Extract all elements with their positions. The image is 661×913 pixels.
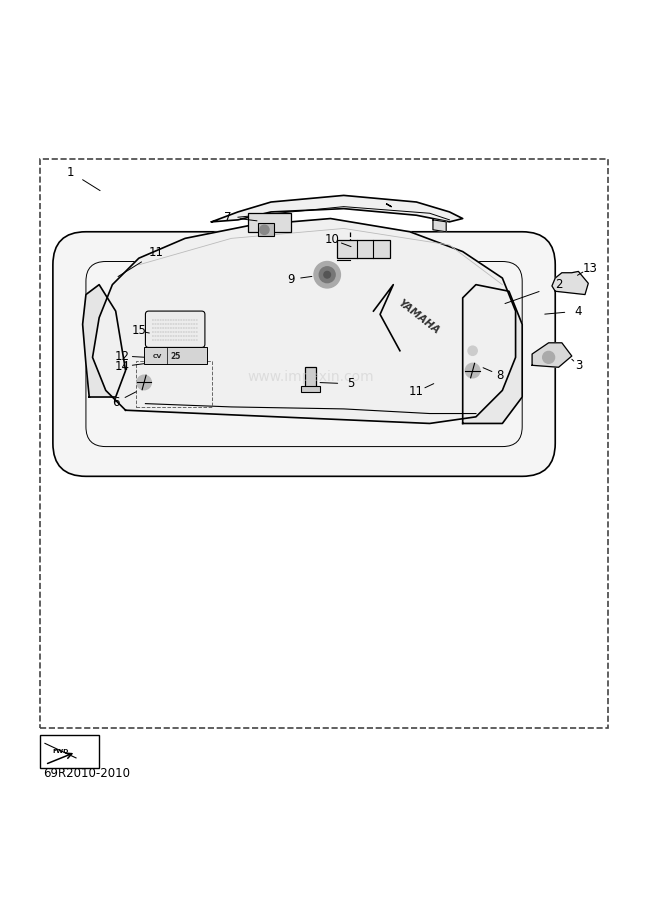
Text: 9: 9 <box>287 273 295 286</box>
Text: 2: 2 <box>555 278 563 291</box>
Text: 8: 8 <box>496 369 504 382</box>
Polygon shape <box>93 218 516 424</box>
Polygon shape <box>532 342 572 367</box>
Polygon shape <box>83 285 126 397</box>
Bar <box>305 367 316 391</box>
Bar <box>144 347 207 364</box>
Text: 6: 6 <box>112 396 120 409</box>
Polygon shape <box>212 195 463 222</box>
Circle shape <box>465 363 480 378</box>
Text: 1: 1 <box>67 166 75 179</box>
Polygon shape <box>552 271 588 295</box>
Bar <box>136 361 212 407</box>
Circle shape <box>314 261 340 288</box>
Polygon shape <box>433 220 446 232</box>
Text: 10: 10 <box>325 233 340 247</box>
Text: 3: 3 <box>574 359 582 372</box>
Circle shape <box>543 352 555 363</box>
Polygon shape <box>463 285 522 424</box>
Text: CV: CV <box>153 354 162 359</box>
Text: YAMAHA: YAMAHA <box>397 298 442 336</box>
Text: 5: 5 <box>346 377 354 390</box>
Text: 12: 12 <box>115 350 130 362</box>
Text: FWD: FWD <box>53 750 69 754</box>
FancyBboxPatch shape <box>145 311 205 348</box>
Circle shape <box>319 267 335 283</box>
Bar <box>248 214 291 232</box>
FancyBboxPatch shape <box>53 232 555 477</box>
Circle shape <box>137 375 151 390</box>
Text: 15: 15 <box>132 324 146 338</box>
Circle shape <box>468 346 477 355</box>
Text: 25: 25 <box>170 352 180 362</box>
Text: 69R2010-2010: 69R2010-2010 <box>43 767 130 781</box>
Bar <box>301 386 320 392</box>
Bar <box>337 240 390 258</box>
Text: www.impexin.com: www.impexin.com <box>247 370 374 384</box>
Circle shape <box>324 271 330 278</box>
Text: 7: 7 <box>224 211 232 224</box>
Circle shape <box>260 226 269 235</box>
Text: 13: 13 <box>582 262 597 275</box>
Text: 11: 11 <box>149 247 163 259</box>
Bar <box>258 223 274 236</box>
FancyBboxPatch shape <box>40 736 99 769</box>
Text: 14: 14 <box>115 360 130 373</box>
Text: 11: 11 <box>409 385 424 398</box>
Text: 4: 4 <box>574 305 582 318</box>
